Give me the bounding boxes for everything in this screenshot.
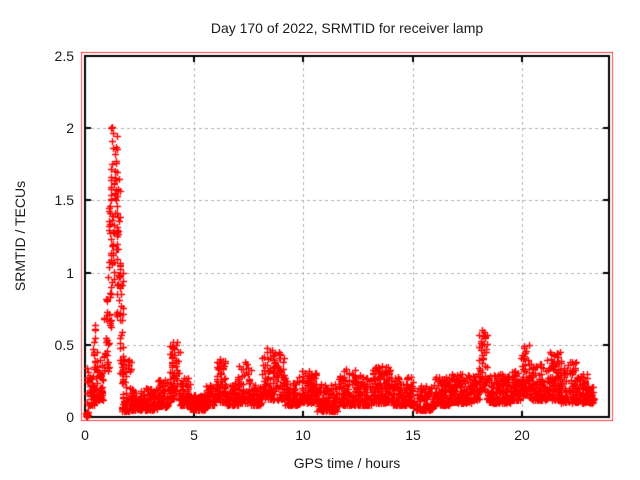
y-tick-label: 0.5 <box>54 337 74 353</box>
x-tick-label: 10 <box>295 427 311 443</box>
y-tick-label: 2 <box>66 120 74 136</box>
y-tick-label: 1 <box>66 265 74 281</box>
x-axis-label: GPS time / hours <box>293 455 401 471</box>
y-tick-label: 2.5 <box>54 48 74 64</box>
x-tick-label: 20 <box>514 427 530 443</box>
y-tick-label: 0 <box>66 409 74 425</box>
x-tick-label: 0 <box>81 427 89 443</box>
chart-title: Day 170 of 2022, SRMTID for receiver lam… <box>210 20 484 36</box>
x-tick-label: 5 <box>190 427 198 443</box>
y-tick-label: 1.5 <box>54 192 74 208</box>
x-tick-label: 15 <box>405 427 421 443</box>
